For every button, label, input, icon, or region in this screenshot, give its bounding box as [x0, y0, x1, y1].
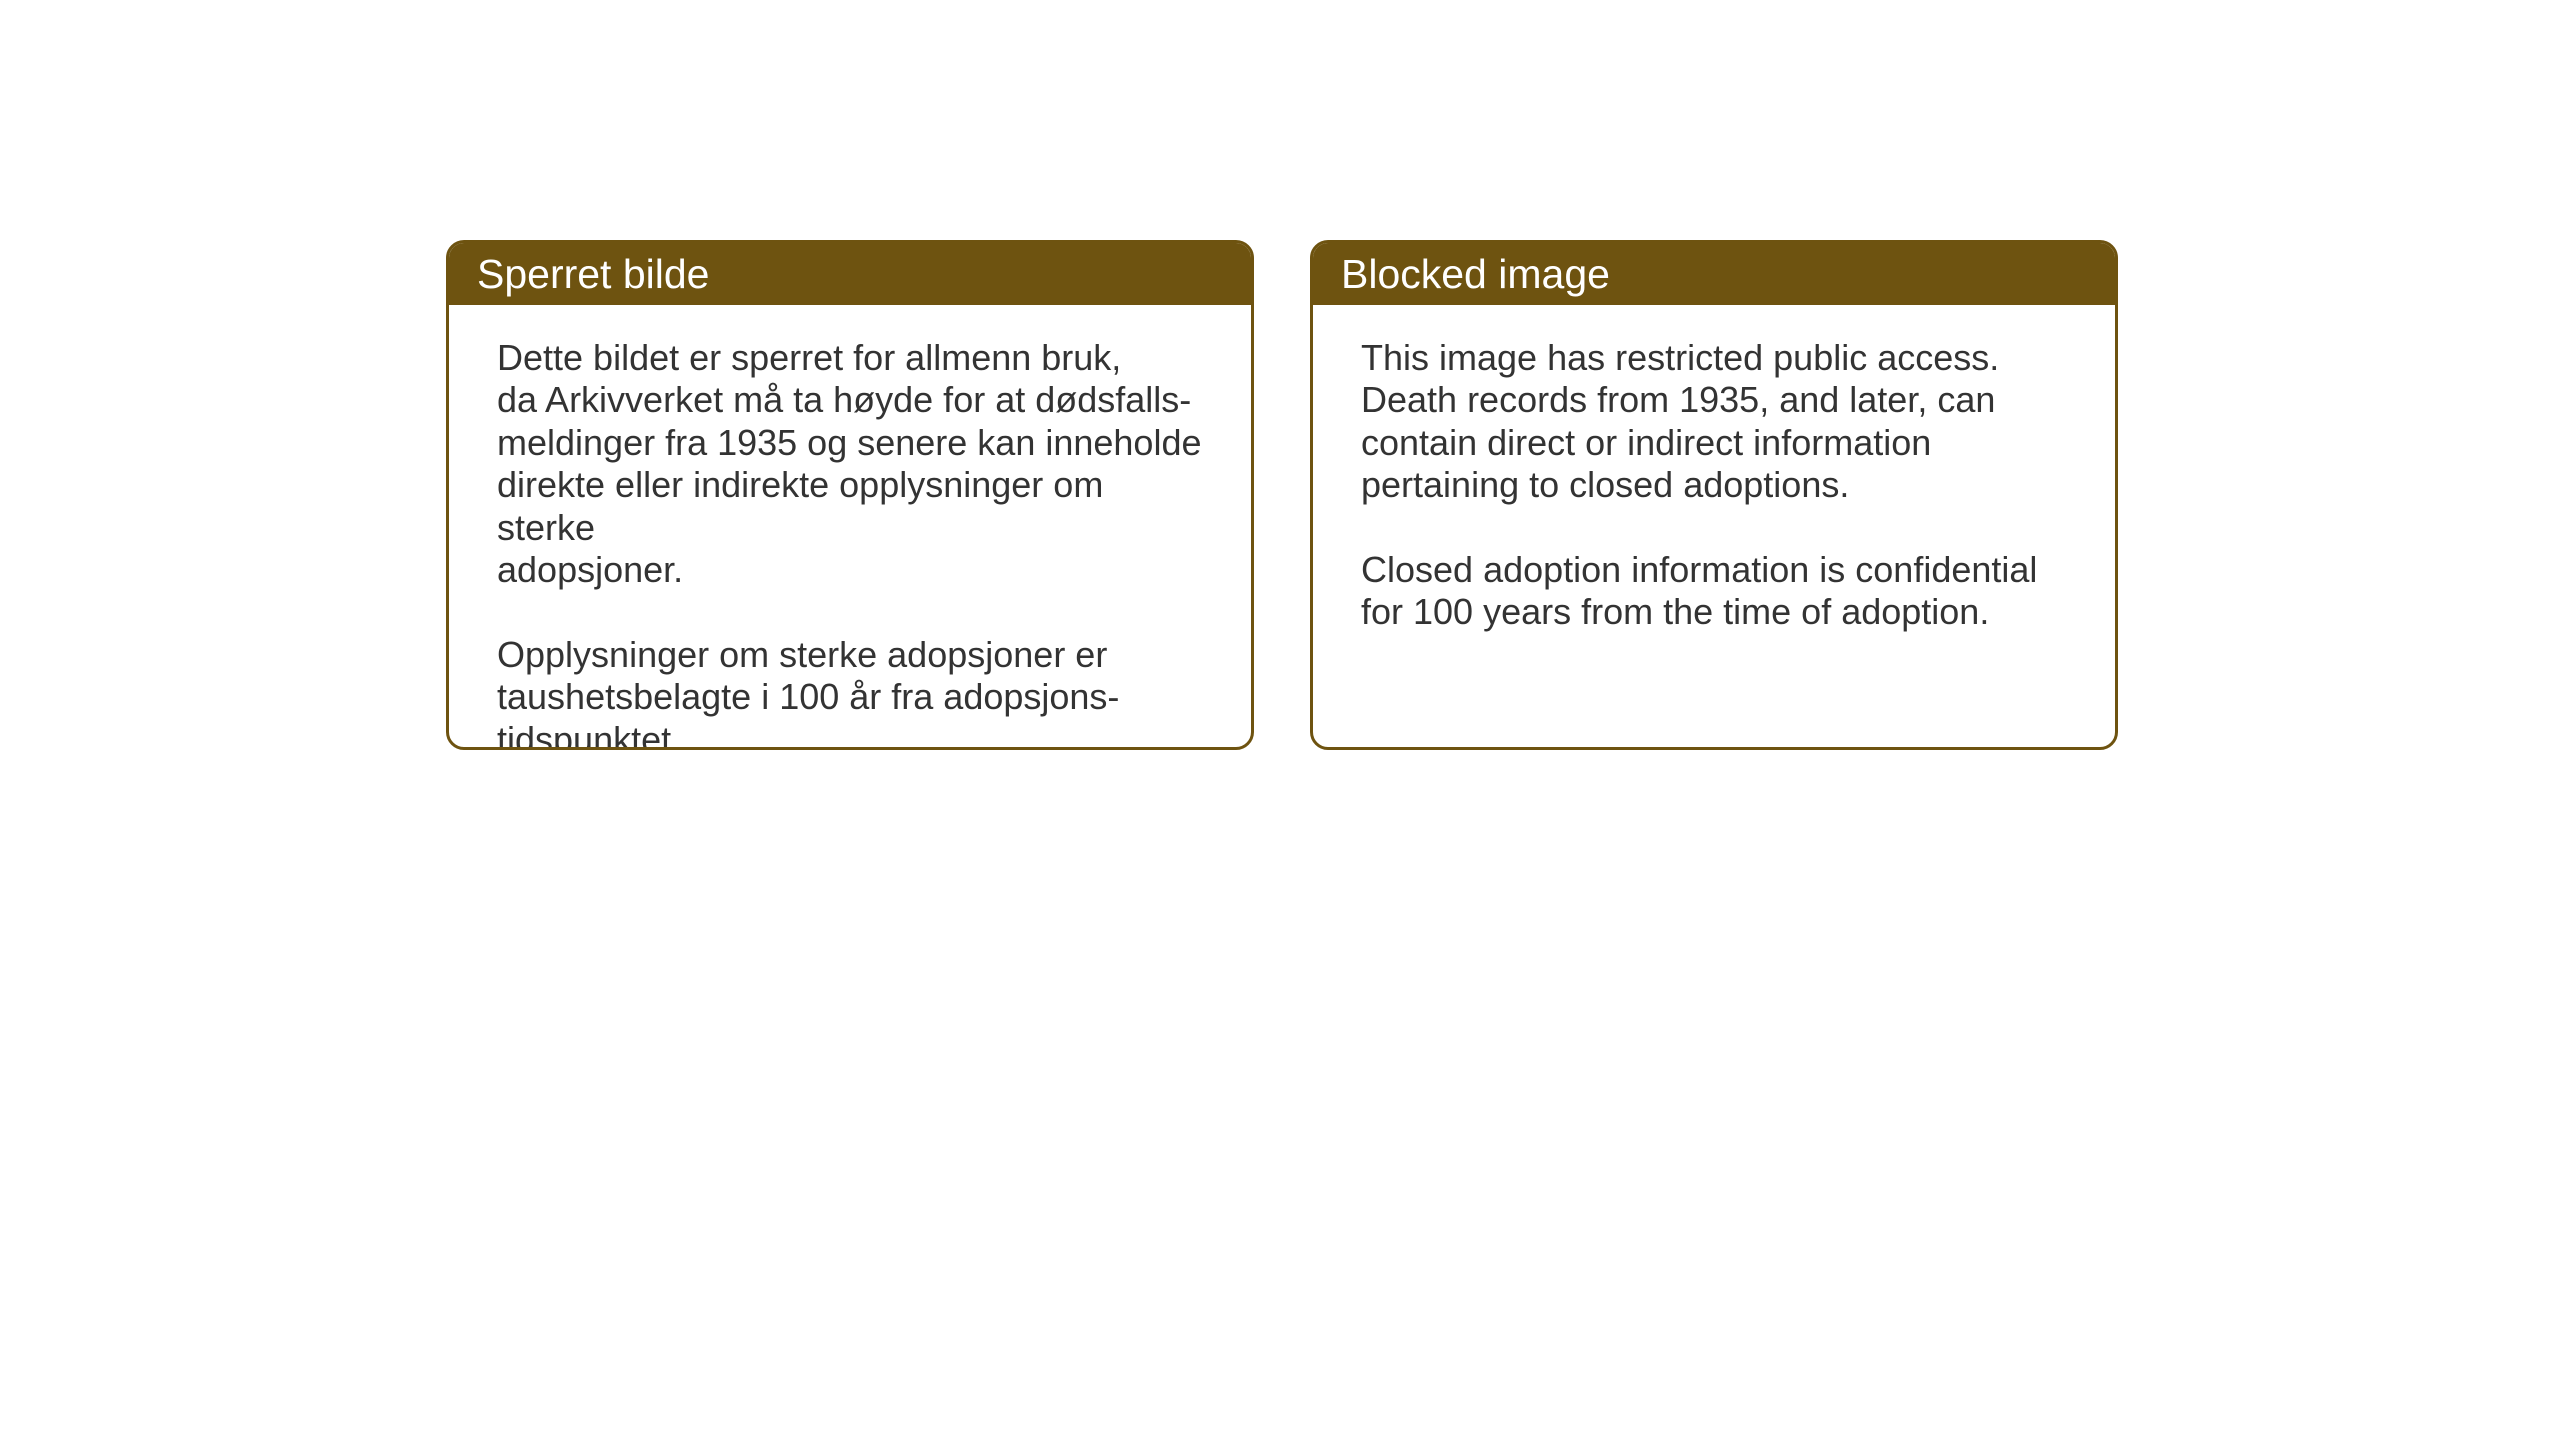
norwegian-paragraph-1: Dette bildet er sperret for allmenn bruk…: [497, 337, 1203, 592]
text-line: for 100 years from the time of adoption.: [1361, 591, 1989, 632]
english-card: Blocked image This image has restricted …: [1310, 240, 2118, 750]
text-line: pertaining to closed adoptions.: [1361, 464, 1849, 505]
text-line: contain direct or indirect information: [1361, 422, 1931, 463]
english-paragraph-2: Closed adoption information is confident…: [1361, 549, 2067, 634]
norwegian-card-body: Dette bildet er sperret for allmenn bruk…: [449, 305, 1251, 750]
english-paragraph-1: This image has restricted public access.…: [1361, 337, 2067, 507]
english-card-body: This image has restricted public access.…: [1313, 305, 2115, 666]
text-line: meldinger fra 1935 og senere kan innehol…: [497, 422, 1202, 463]
text-line: Dette bildet er sperret for allmenn bruk…: [497, 337, 1121, 378]
text-line: Closed adoption information is confident…: [1361, 549, 2037, 590]
text-line: taushetsbelagte i 100 år fra adopsjons-: [497, 676, 1119, 717]
text-line: tidspunktet.: [497, 719, 681, 750]
english-card-header: Blocked image: [1313, 243, 2115, 305]
text-line: direkte eller indirekte opplysninger om …: [497, 464, 1103, 547]
norwegian-card-title: Sperret bilde: [477, 251, 709, 298]
norwegian-paragraph-2: Opplysninger om sterke adopsjoner er tau…: [497, 634, 1203, 750]
english-card-title: Blocked image: [1341, 251, 1610, 298]
text-line: Opplysninger om sterke adopsjoner er: [497, 634, 1107, 675]
norwegian-card: Sperret bilde Dette bildet er sperret fo…: [446, 240, 1254, 750]
text-line: da Arkivverket må ta høyde for at dødsfa…: [497, 379, 1191, 420]
norwegian-card-header: Sperret bilde: [449, 243, 1251, 305]
text-line: Death records from 1935, and later, can: [1361, 379, 1995, 420]
text-line: adopsjoner.: [497, 549, 683, 590]
text-line: This image has restricted public access.: [1361, 337, 1999, 378]
info-cards-container: Sperret bilde Dette bildet er sperret fo…: [446, 240, 2118, 750]
